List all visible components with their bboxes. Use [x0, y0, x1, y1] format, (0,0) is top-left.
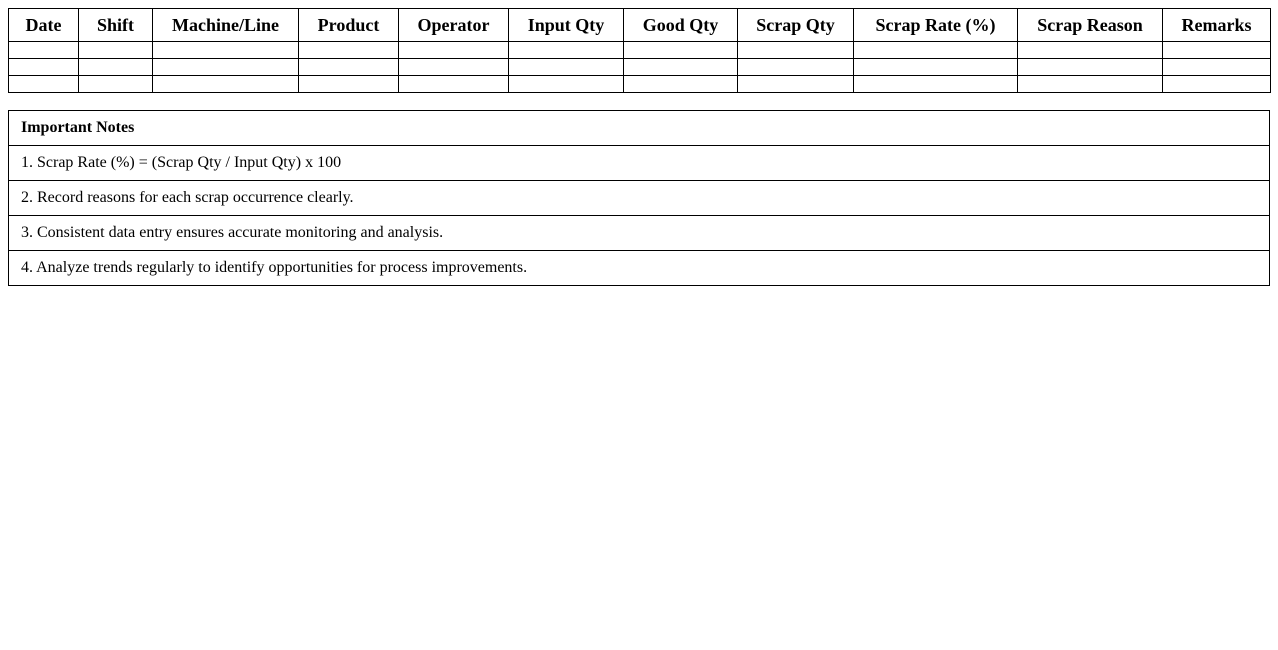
empty-cell	[508, 58, 624, 76]
table-row	[8, 41, 1271, 59]
empty-cell	[78, 75, 153, 93]
empty-cell	[1162, 58, 1271, 76]
empty-cell	[1017, 75, 1163, 93]
empty-cell	[1017, 58, 1163, 76]
table-row	[8, 58, 1271, 76]
column-header-scrap-reason: Scrap Reason	[1017, 8, 1163, 42]
empty-cell	[737, 75, 854, 93]
column-header-machine-line: Machine/Line	[152, 8, 299, 42]
column-header-operator: Operator	[398, 8, 509, 42]
important-notes-table: Important Notes 1. Scrap Rate (%) = (Scr…	[8, 110, 1270, 286]
empty-cell	[78, 41, 153, 59]
note-item: 1. Scrap Rate (%) = (Scrap Qty / Input Q…	[8, 145, 1270, 181]
empty-cell	[508, 75, 624, 93]
empty-cell	[152, 58, 299, 76]
table-row	[8, 75, 1271, 93]
empty-cell	[152, 41, 299, 59]
notes-header-row: Important Notes	[8, 110, 1270, 146]
empty-cell	[623, 58, 738, 76]
empty-cell	[853, 75, 1018, 93]
note-row: 3. Consistent data entry ensures accurat…	[8, 215, 1270, 251]
empty-cell	[398, 58, 509, 76]
column-header-input-qty: Input Qty	[508, 8, 624, 42]
table-header-row: Date Shift Machine/Line Product Operator…	[8, 8, 1271, 42]
empty-cell	[8, 58, 79, 76]
empty-cell	[737, 58, 854, 76]
empty-cell	[508, 41, 624, 59]
column-header-good-qty: Good Qty	[623, 8, 738, 42]
empty-cell	[737, 41, 854, 59]
empty-cell	[398, 41, 509, 59]
note-row: 1. Scrap Rate (%) = (Scrap Qty / Input Q…	[8, 145, 1270, 181]
column-header-date: Date	[8, 8, 79, 42]
empty-cell	[298, 75, 399, 93]
empty-cell	[1162, 75, 1271, 93]
note-item: 2. Record reasons for each scrap occurre…	[8, 180, 1270, 216]
empty-cell	[1017, 41, 1163, 59]
notes-title: Important Notes	[8, 110, 1270, 146]
empty-cell	[298, 58, 399, 76]
scrap-log-table: Date Shift Machine/Line Product Operator…	[8, 8, 1271, 93]
column-header-remarks: Remarks	[1162, 8, 1271, 42]
empty-cell	[152, 75, 299, 93]
column-header-product: Product	[298, 8, 399, 42]
empty-cell	[78, 58, 153, 76]
empty-cell	[853, 41, 1018, 59]
empty-cell	[853, 58, 1018, 76]
empty-cell	[1162, 41, 1271, 59]
empty-cell	[298, 41, 399, 59]
note-row: 2. Record reasons for each scrap occurre…	[8, 180, 1270, 216]
column-header-scrap-qty: Scrap Qty	[737, 8, 854, 42]
empty-cell	[623, 75, 738, 93]
column-header-scrap-rate: Scrap Rate (%)	[853, 8, 1018, 42]
column-header-shift: Shift	[78, 8, 153, 42]
note-row: 4. Analyze trends regularly to identify …	[8, 250, 1270, 286]
empty-cell	[8, 41, 79, 59]
note-item: 3. Consistent data entry ensures accurat…	[8, 215, 1270, 251]
note-item: 4. Analyze trends regularly to identify …	[8, 250, 1270, 286]
empty-cell	[398, 75, 509, 93]
empty-cell	[623, 41, 738, 59]
empty-cell	[8, 75, 79, 93]
